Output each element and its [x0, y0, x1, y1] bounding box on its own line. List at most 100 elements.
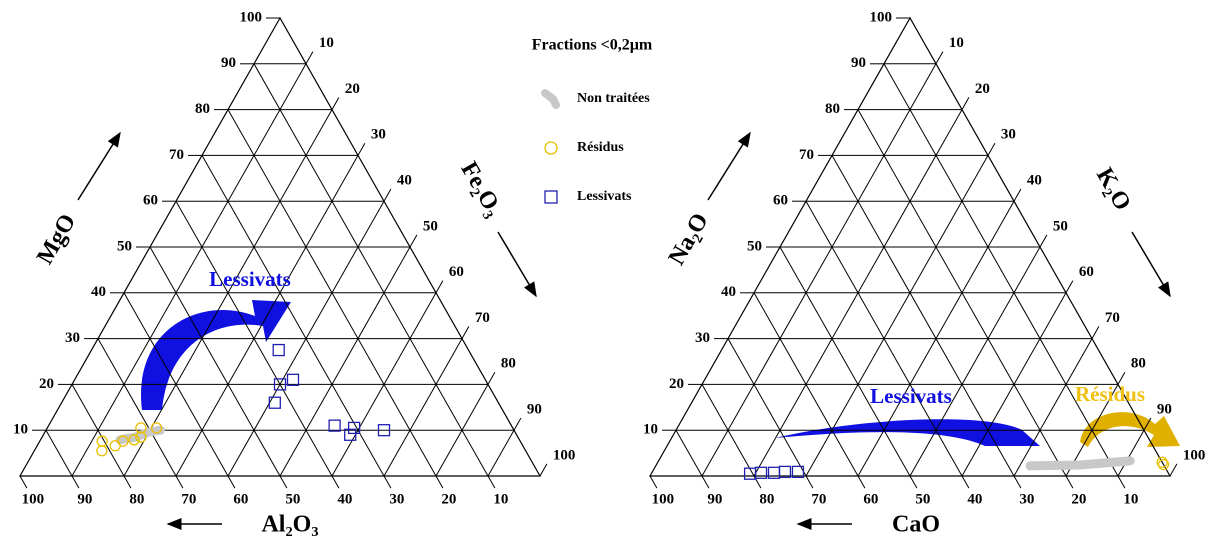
grid-line [487, 429, 515, 477]
tick-mark [383, 475, 392, 489]
tick-label: 90 [221, 55, 236, 71]
tick-label: 80 [129, 492, 144, 508]
axis-arrow [77, 131, 121, 201]
legend: Fractions <0,2µm Non traitées Résidus Less… [532, 37, 653, 205]
annotation: Lessivats [870, 384, 952, 408]
grid-line [805, 200, 963, 477]
tick-label: 20 [39, 376, 54, 392]
tick-label: 80 [1131, 356, 1146, 372]
tick-label: 70 [181, 492, 196, 508]
tick-mark [1143, 417, 1152, 431]
grid-line [857, 109, 1067, 477]
grid-line [227, 109, 437, 477]
tick-label: 30 [695, 330, 710, 346]
data-point [286, 373, 300, 386]
axis-title: K₂O [1091, 163, 1136, 215]
tick-label: 90 [851, 55, 866, 71]
tick-label: 100 [22, 492, 45, 508]
tick-label: 70 [1105, 310, 1120, 326]
tick-label: 30 [65, 330, 80, 346]
data-point [754, 466, 768, 479]
axis-arrow [497, 231, 537, 298]
data-point [272, 343, 285, 357]
tick-label: 100 [870, 9, 893, 25]
grid-line [701, 384, 755, 477]
tick-mark [487, 371, 496, 385]
axis-title: MgO [32, 210, 81, 269]
tick-mark [805, 475, 814, 489]
tick-label: 20 [975, 81, 990, 97]
legend-swatch [541, 89, 560, 109]
data-point [128, 434, 140, 446]
grid-line [149, 246, 281, 477]
annotation-arrow [141, 300, 291, 410]
tick-label: 40 [1027, 172, 1042, 188]
axis-title: Fe₂O₃ [455, 157, 507, 221]
tick-label: 20 [441, 492, 456, 508]
tick-label: 80 [759, 492, 774, 508]
tick-label: 80 [195, 101, 210, 117]
tick-mark [487, 475, 496, 489]
data-point [273, 378, 287, 391]
grid-line [1117, 429, 1145, 477]
grid-line [831, 155, 1015, 477]
tick-label: 90 [707, 492, 722, 508]
grid-line [383, 338, 463, 477]
axis-title: Na₂O [664, 209, 714, 270]
grid-line [71, 63, 307, 477]
tick-mark [227, 475, 236, 489]
tick-label: 60 [143, 193, 158, 209]
tick-label: 50 [915, 492, 930, 508]
tick-mark [935, 51, 944, 65]
tick-label: 70 [799, 147, 814, 163]
tick-label: 70 [475, 310, 490, 326]
grid-line [779, 246, 911, 477]
tick-mark [435, 280, 444, 294]
data-point [347, 421, 361, 435]
data-point [791, 465, 805, 479]
axis-title: Al₂O₃ [261, 512, 318, 538]
grid-line [97, 338, 177, 477]
tick-label: 10 [1123, 492, 1138, 508]
tick-mark [857, 475, 866, 489]
tick-label: 40 [721, 284, 736, 300]
tick-mark [409, 234, 418, 248]
legend-title: Fractions <0,2µm [532, 37, 653, 54]
tick-label: 70 [811, 492, 826, 508]
tick-mark [331, 475, 340, 489]
tick-mark [1065, 280, 1074, 294]
tick-label: 60 [1079, 264, 1094, 280]
tick-mark [19, 475, 28, 489]
tick-label: 10 [493, 492, 508, 508]
tick-label: 30 [1001, 127, 1016, 143]
tick-label: 50 [285, 492, 300, 508]
ternary-plot: 10 20 30 40 50 60 70 80 90 100 10 20 30 40 50 60 70 80 90 1… [643, 9, 1205, 537]
tick-label: 80 [501, 356, 516, 372]
tick-mark [1039, 234, 1048, 248]
data-blob [1025, 456, 1135, 471]
legend-swatch [544, 190, 558, 204]
tick-label: 70 [169, 147, 184, 163]
data-point [344, 428, 357, 441]
tick-label: 100 [240, 9, 263, 25]
tick-label: 60 [773, 193, 788, 209]
tick-mark [357, 142, 366, 156]
grid-line [753, 292, 859, 477]
data-point [328, 419, 341, 432]
grid-line [883, 63, 1119, 477]
tick-label: 20 [1071, 492, 1086, 508]
tick-label: 30 [389, 492, 404, 508]
grid-line [175, 155, 359, 477]
data-point [150, 422, 163, 434]
tick-mark [461, 326, 470, 339]
tick-label: 40 [967, 492, 982, 508]
axis-arrow [1131, 231, 1171, 298]
tick-label: 90 [77, 492, 92, 508]
tick-label: 50 [423, 218, 438, 234]
tick-label: 60 [863, 492, 878, 508]
annotation: Résidus [1075, 382, 1145, 406]
grid-line [1013, 338, 1093, 477]
tick-mark [1117, 371, 1126, 385]
tick-mark [279, 475, 288, 489]
